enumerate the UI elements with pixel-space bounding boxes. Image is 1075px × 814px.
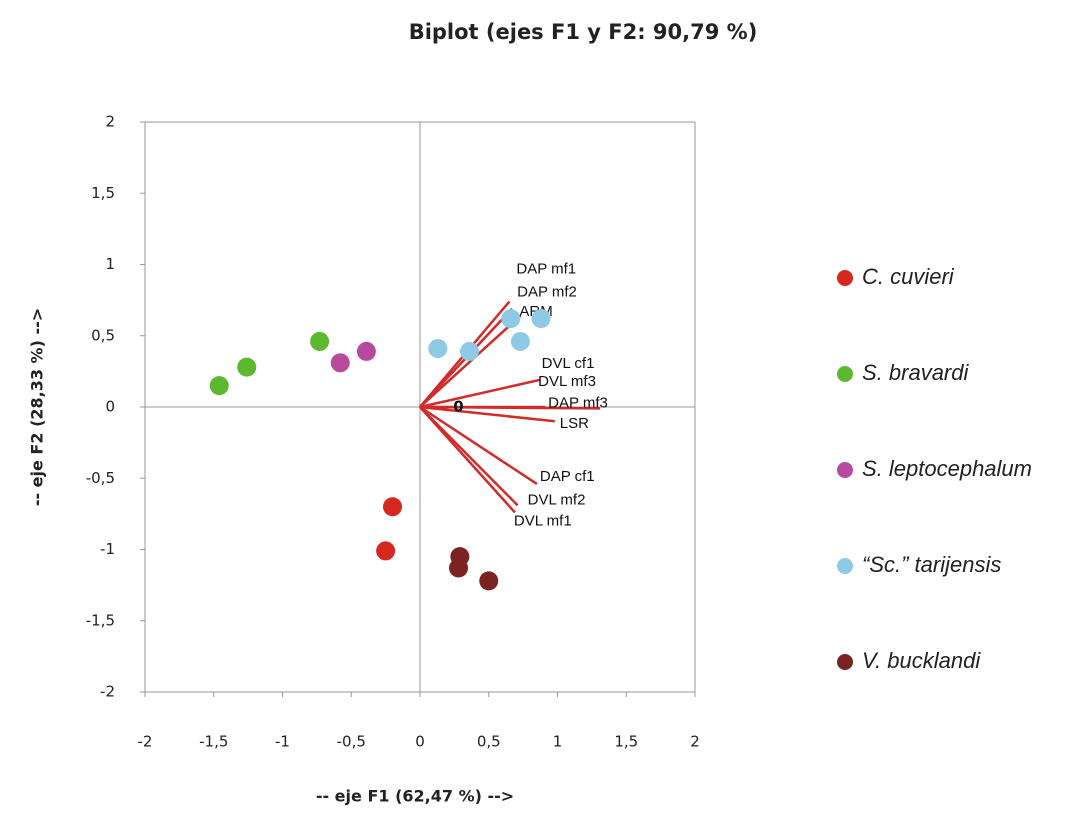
point xyxy=(479,571,499,591)
point xyxy=(501,309,521,329)
legend-marker xyxy=(837,462,853,478)
point xyxy=(510,331,530,351)
x-tick-label: 0 xyxy=(415,733,425,751)
legend-label: S. leptocephalum xyxy=(862,456,1032,481)
x-tick-label: 1,5 xyxy=(614,733,638,751)
loading-vector xyxy=(419,378,540,409)
point xyxy=(531,309,551,329)
point xyxy=(356,341,376,361)
point xyxy=(376,541,396,561)
x-tick-label: -2 xyxy=(138,733,153,751)
y-tick-label: -1,5 xyxy=(86,611,115,629)
y-tick-label: -0,5 xyxy=(86,469,115,487)
point xyxy=(237,357,257,377)
x-tick-label: -1 xyxy=(275,733,290,751)
point xyxy=(310,331,330,351)
annotation: 0 xyxy=(453,398,463,416)
point xyxy=(209,376,229,396)
point xyxy=(383,497,402,517)
vector-label: DVL mf3 xyxy=(538,373,596,390)
loading-vector xyxy=(419,406,516,514)
vector-label: DAP mf1 xyxy=(516,261,576,278)
x-tick-label: 1 xyxy=(553,733,563,751)
vector-label: DAP mf2 xyxy=(517,284,577,301)
y-tick-label: -2 xyxy=(100,683,115,701)
y-tick-label: 0,5 xyxy=(91,326,115,344)
loading-vector xyxy=(419,405,538,485)
legend-marker xyxy=(837,270,853,286)
legend-marker xyxy=(837,558,853,574)
x-tick-label: 0,5 xyxy=(477,733,501,751)
x-tick-label: 2 xyxy=(690,733,700,751)
y-axis-label: -- eje F2 (28,33 %) --> xyxy=(28,308,47,506)
legend-label: S. bravardi xyxy=(862,360,969,385)
vector-label: DVL mf2 xyxy=(528,491,586,508)
y-tick-label: -1 xyxy=(100,540,115,558)
legend-label: “Sc.” tarijensis xyxy=(862,552,1001,577)
loading-vector xyxy=(419,314,522,408)
y-tick-label: 1,5 xyxy=(91,184,115,202)
vector-label: DAP cf1 xyxy=(540,468,595,485)
legend-marker xyxy=(837,366,853,382)
point xyxy=(330,353,350,373)
vector-label: DVL cf1 xyxy=(542,355,595,372)
vector-label: LSR xyxy=(560,415,589,432)
vector-label: DVL mf1 xyxy=(514,512,572,529)
loading-vector xyxy=(419,405,555,423)
point xyxy=(428,339,448,359)
legend-label: V. bucklandi xyxy=(862,648,981,673)
legend-marker xyxy=(837,654,853,670)
y-tick-label: 1 xyxy=(105,255,115,273)
loading-vector xyxy=(419,405,601,410)
point xyxy=(460,341,479,361)
legend-label: C. cuvieri xyxy=(862,264,955,289)
x-axis-label: -- eje F1 (62,47 %) --> xyxy=(316,787,514,806)
y-tick-label: 0 xyxy=(105,398,115,416)
x-tick-label: -1,5 xyxy=(199,733,228,751)
y-tick-label: 2 xyxy=(105,113,115,131)
point xyxy=(449,558,468,578)
vector-label: DAP mf3 xyxy=(548,394,608,411)
x-tick-label: -0,5 xyxy=(337,733,366,751)
chart-title: Biplot (ejes F1 y F2: 90,79 %) xyxy=(409,20,758,44)
